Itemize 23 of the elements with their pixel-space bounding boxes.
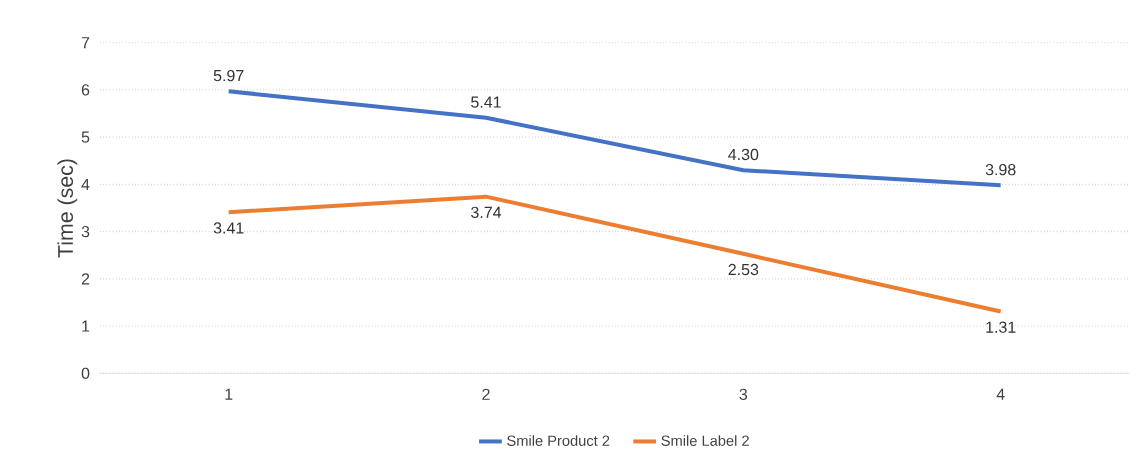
data-label: 3.74 <box>471 206 502 219</box>
x-tick-label: 4 <box>996 388 1005 400</box>
legend-label: Smile Product 2 <box>507 435 610 447</box>
x-tick-label: 1 <box>225 388 233 400</box>
data-label: 4.30 <box>728 149 759 161</box>
data-label: 3.41 <box>213 222 244 234</box>
data-label: 5.97 <box>213 70 244 82</box>
x-tick-label: 3 <box>739 388 748 401</box>
y-axis-title: Time (sec) <box>57 159 78 258</box>
data-label: 1.31 <box>986 321 1016 333</box>
data-label: 5.41 <box>471 96 501 108</box>
data-label: 2.53 <box>728 264 759 276</box>
y-tick-label: 7 <box>81 37 90 49</box>
y-tick-label: 6 <box>81 84 90 96</box>
y-tick-label: 5 <box>81 131 90 143</box>
x-tick-label: 2 <box>482 388 490 401</box>
y-tick-label: 3 <box>81 226 90 238</box>
y-tick-label: 0 <box>81 367 90 380</box>
legend-label: Smile Label 2 <box>661 435 749 447</box>
y-tick-label: 1 <box>82 320 90 332</box>
y-tick-label: 2 <box>81 273 90 285</box>
y-tick-label: 4 <box>81 179 90 191</box>
data-label: 3.98 <box>985 164 1016 176</box>
